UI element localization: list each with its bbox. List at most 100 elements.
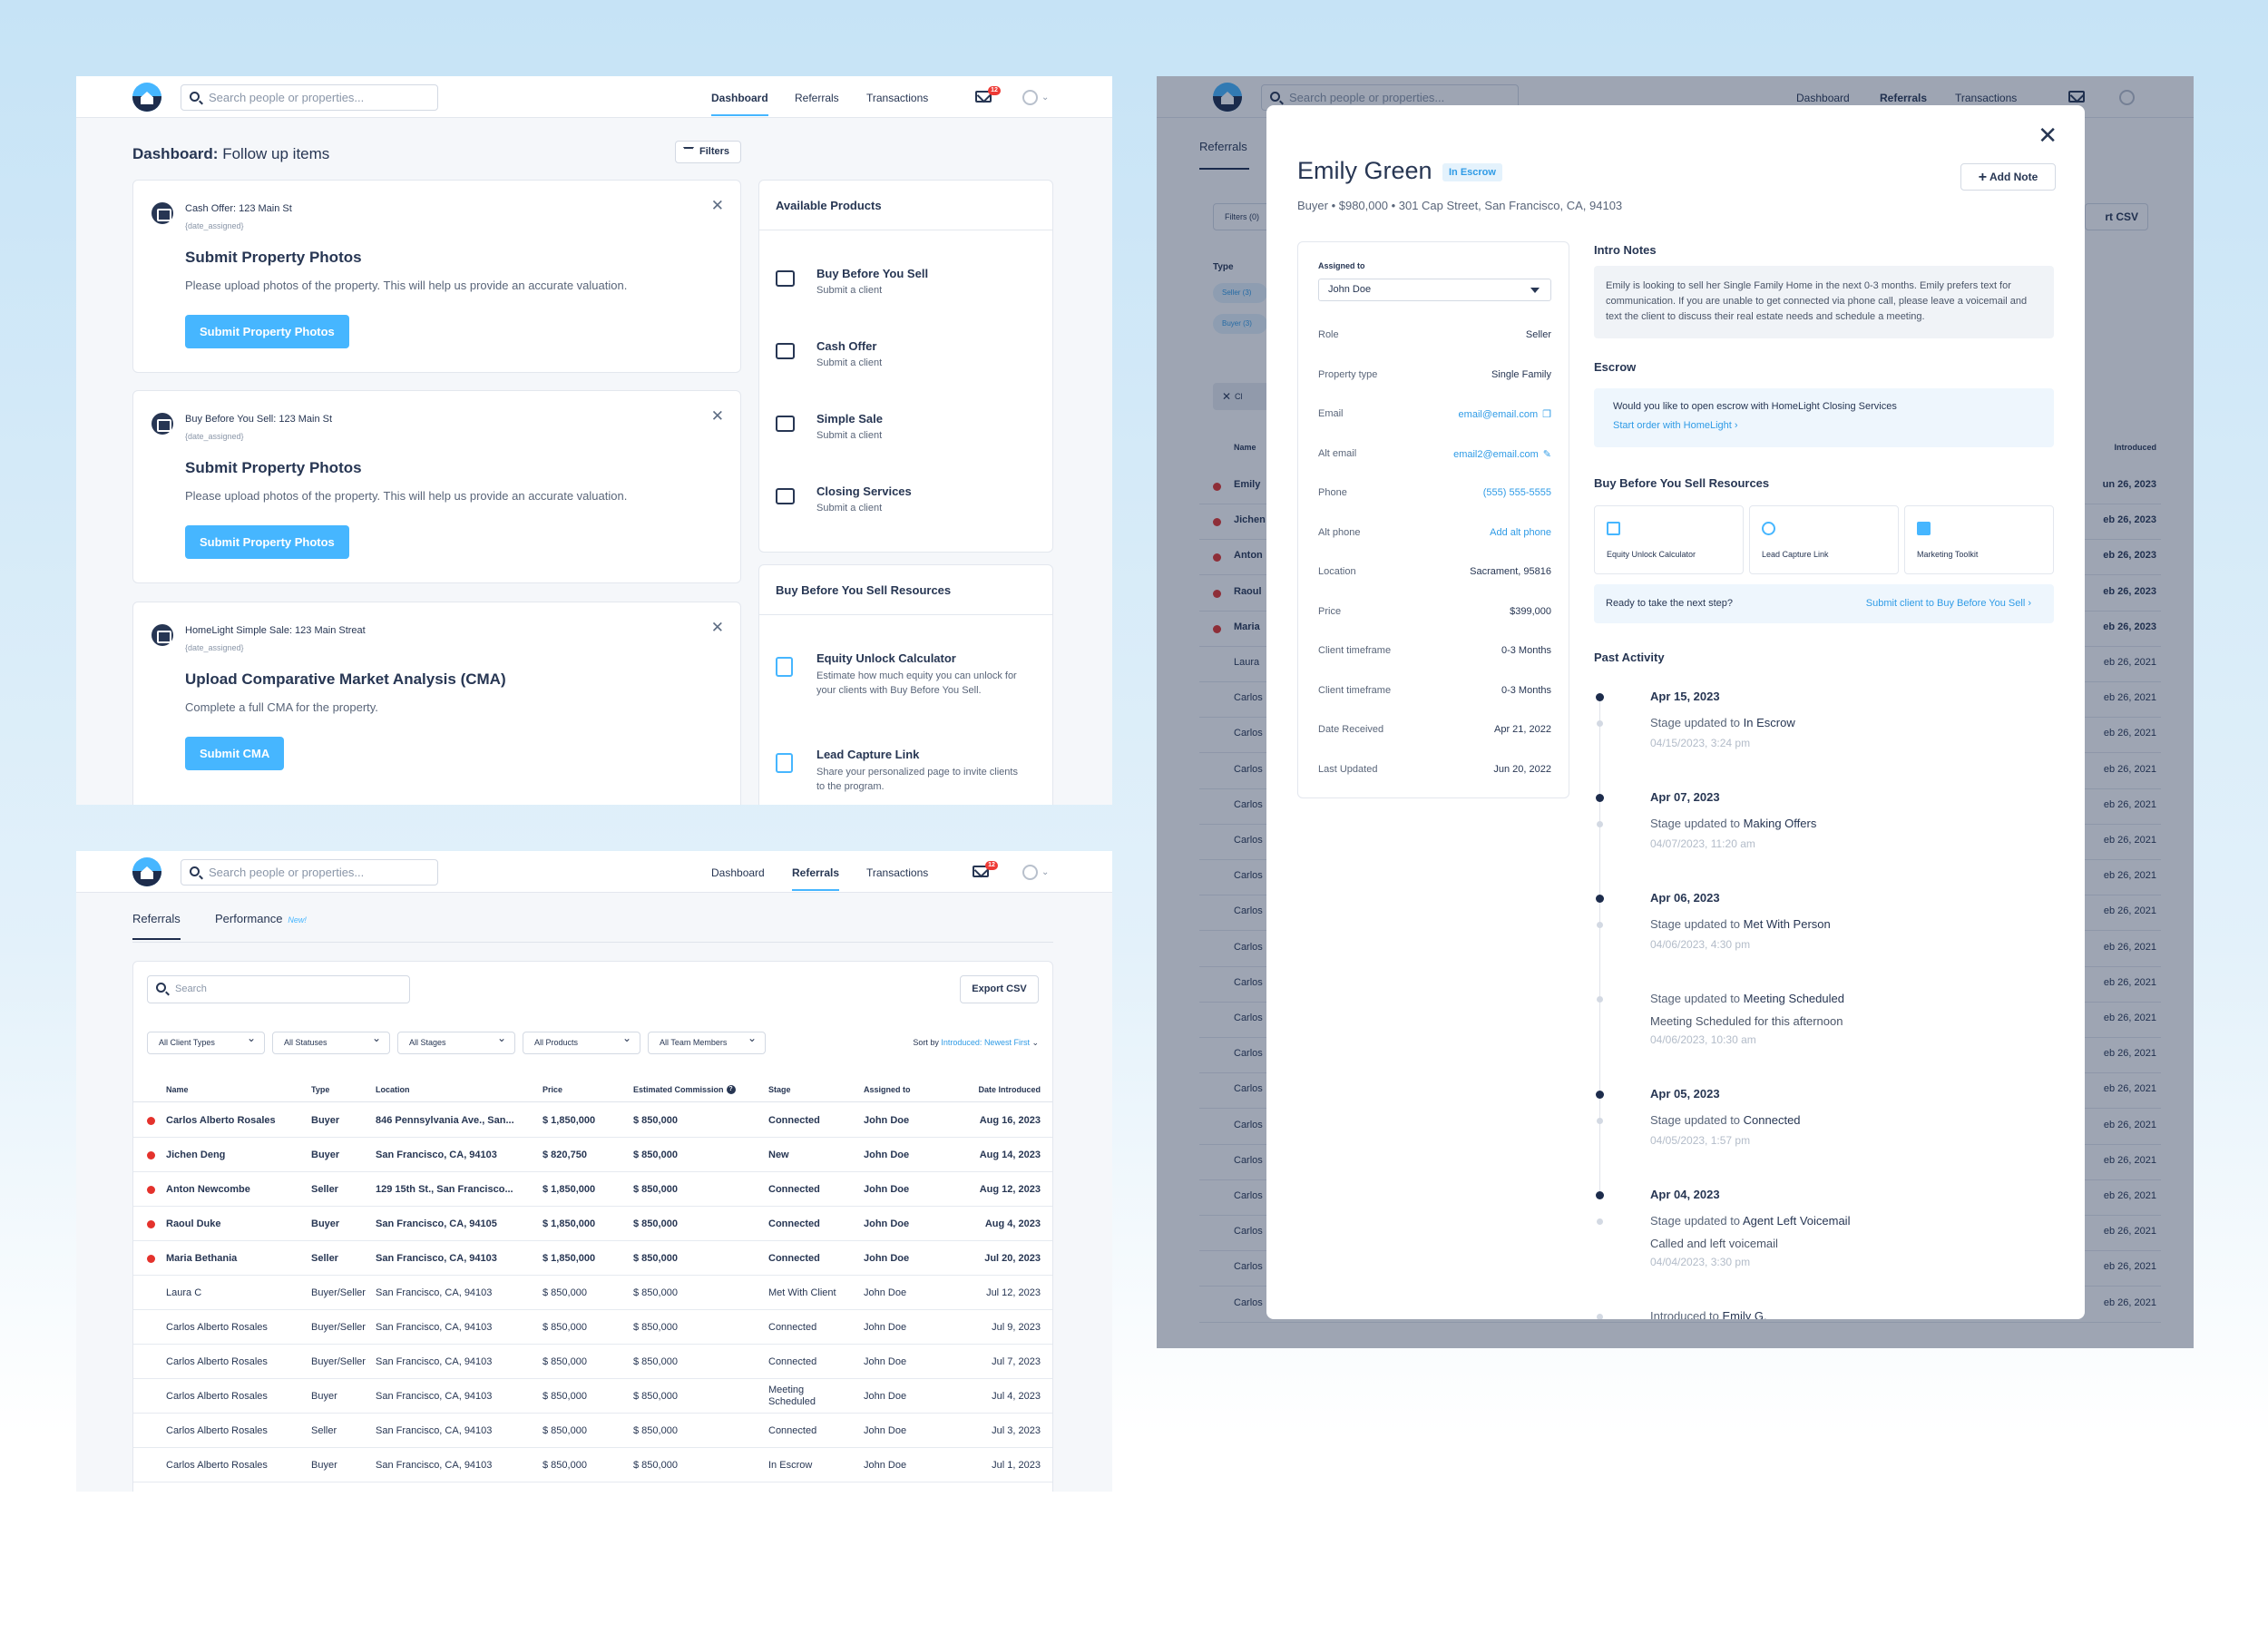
close-icon[interactable]: ✕	[710, 197, 724, 214]
field-value[interactable]: email2@email.com ✎	[1453, 448, 1551, 460]
chevron-down-icon[interactable]: ⌄	[1041, 867, 1050, 877]
cell-assigned: John Doe	[864, 1184, 910, 1195]
field-value-text: 0-3 Months	[1501, 645, 1551, 656]
field-value[interactable]: (555) 555-5555	[1483, 487, 1551, 498]
pencil-icon[interactable]: ✎	[1542, 448, 1551, 460]
copy-icon[interactable]: ❐	[1542, 409, 1551, 420]
field-value-text: Add alt phone	[1490, 526, 1551, 538]
nav-dashboard[interactable]: Dashboard	[711, 92, 768, 116]
nav-referrals[interactable]: Referrals	[795, 92, 839, 104]
table-row[interactable]: Carlos Alberto Rosales Buyer/Seller San Fr…	[133, 1310, 1052, 1345]
resource-lead-capture-link[interactable]: Lead Capture Link	[1749, 505, 1899, 574]
activity-stage: Stage updated to Meeting Scheduled	[1650, 992, 1844, 1005]
product-filter[interactable]: All Products	[523, 1028, 640, 1054]
nav-transactions[interactable]: Transactions	[866, 866, 929, 879]
tab-performance[interactable]: Performance New!	[215, 912, 307, 925]
mail-icon[interactable]: 12	[975, 86, 1001, 103]
nav-transactions[interactable]: Transactions	[866, 92, 929, 104]
cell-type: Seller	[311, 1425, 337, 1436]
seller-chip: Seller (3)	[1213, 283, 1267, 303]
row-name: Carlos	[1234, 1154, 1263, 1166]
cell-date: Jul 7, 2023	[992, 1356, 1041, 1367]
cell-date: Aug 12, 2023	[979, 1184, 1041, 1195]
field-value[interactable]: Add alt phone	[1490, 527, 1551, 538]
tab-referrals: Referrals	[1199, 140, 1247, 153]
table-row[interactable]: Laura C Buyer/Seller San Francisco, CA, 94…	[133, 1276, 1052, 1310]
homelight-logo-icon[interactable]	[132, 83, 161, 112]
table-row[interactable]: Carlos Alberto Rosales Seller San Francisc…	[133, 1414, 1052, 1448]
submit-photos-button[interactable]: Submit Property Photos	[185, 315, 349, 348]
tab-referrals[interactable]: Referrals	[132, 912, 181, 940]
search-input[interactable]: Search people or properties...	[181, 859, 438, 885]
stage-name: Meeting Scheduled	[1743, 992, 1844, 1005]
user-avatar-icon[interactable]	[1022, 90, 1038, 105]
submit-cma-button[interactable]: Submit CMA	[185, 737, 285, 770]
resource-equity-unlock-calculator[interactable]: Equity Unlock Calculator	[1594, 505, 1744, 574]
stage-prefix: Stage updated to	[1650, 992, 1741, 1005]
field-value[interactable]: email@email.com ❐	[1459, 408, 1551, 420]
assigned-select[interactable]: John Doe	[1318, 279, 1551, 301]
table-row[interactable]: Carlos Alberto Rosales Buyer San Francisco…	[133, 1448, 1052, 1482]
card-date: {date_assigned}	[185, 432, 244, 441]
submit-photos-button[interactable]: Submit Property Photos	[185, 525, 349, 559]
column-header[interactable]: Location	[376, 1085, 410, 1094]
card-heading: Upload Comparative Market Analysis (CMA)	[185, 670, 506, 688]
team-member-filter[interactable]: All Team Members	[648, 1028, 766, 1054]
homelight-logo-icon[interactable]	[132, 857, 161, 886]
cell-date: Aug 4, 2023	[984, 1218, 1041, 1229]
column-header[interactable]: Price	[543, 1085, 563, 1094]
column-header[interactable]: Assigned to	[864, 1085, 911, 1094]
table-row[interactable]: Maria Bethania Seller San Francisco, CA, 9…	[133, 1241, 1052, 1276]
follow-up-card: Buy Before You Sell: 123 Main St {date_a…	[132, 390, 741, 583]
column-header[interactable]: Type	[311, 1085, 330, 1094]
timeline-event-dot	[1597, 922, 1603, 928]
activity-time: 04/15/2023, 3:24 pm	[1650, 737, 1751, 749]
activity-date: Apr 04, 2023	[1650, 1188, 1720, 1201]
filters-button[interactable]: Filters	[675, 141, 741, 163]
table-row[interactable]: Raoul Duke Buyer San Francisco, CA, 94105 $…	[133, 1207, 1052, 1241]
row-name: Carlos	[1234, 798, 1263, 810]
nav-referrals[interactable]: Referrals	[792, 866, 840, 891]
mail-icon[interactable]: 12	[973, 861, 998, 877]
cell-location: San Francisco, CA, 94103	[376, 1150, 497, 1160]
table-row[interactable]: Carlos Alberto Rosales Buyer 846 Pennsylva…	[133, 1103, 1052, 1138]
cell-assigned: John Doe	[864, 1218, 910, 1229]
resources-heading: Buy Before You Sell Resources	[1594, 476, 1770, 490]
field-label: Property type	[1318, 368, 1378, 380]
column-header[interactable]: Stage	[768, 1085, 791, 1094]
resource-marketing-toolkit[interactable]: Marketing Toolkit	[1904, 505, 2054, 574]
info-icon[interactable]: ?	[726, 1085, 736, 1094]
column-header[interactable]: Date Introduced	[978, 1085, 1041, 1094]
user-avatar-icon[interactable]	[1022, 865, 1038, 880]
column-header[interactable]: Name	[166, 1085, 189, 1094]
table-row[interactable]: Carlos Alberto Rosales Buyer San Francisco…	[133, 1379, 1052, 1414]
panel-heading: Buy Before You Sell Resources	[759, 565, 1052, 615]
search-input[interactable]: Search people or properties...	[181, 84, 438, 111]
add-note-button[interactable]: + Add Note	[1960, 163, 2056, 191]
nav-dashboard[interactable]: Dashboard	[711, 866, 765, 879]
status-filter[interactable]: All Statuses	[272, 1028, 390, 1054]
export-csv-button[interactable]: Export CSV	[960, 975, 1039, 1003]
close-icon[interactable]: ✕	[710, 407, 724, 425]
table-row[interactable]: Carlos Alberto Rosales Buyer/Seller San Fr…	[133, 1345, 1052, 1379]
chevron-down-icon[interactable]: ⌄	[1041, 93, 1050, 103]
cell-location: San Francisco, CA, 94103	[376, 1391, 493, 1402]
close-icon[interactable]: ✕	[710, 619, 724, 636]
client-type-filter[interactable]: All Client Types	[147, 1028, 265, 1054]
stage-filter[interactable]: All Stages	[397, 1028, 515, 1054]
submit-client-link[interactable]: Submit client to Buy Before You Sell ›	[1865, 598, 2031, 609]
cell-location: San Francisco, CA, 94103	[376, 1287, 493, 1298]
row-name: Emily	[1234, 479, 1261, 490]
sort-dropdown[interactable]: Sort by Introduced: Newest First ⌄	[913, 1038, 1039, 1047]
table-row[interactable]: Jichen Deng Buyer San Francisco, CA, 94103…	[133, 1138, 1052, 1172]
close-icon[interactable]: ✕	[2038, 122, 2058, 149]
cell-type: Buyer	[311, 1218, 340, 1229]
past-activity-heading: Past Activity	[1594, 651, 1665, 664]
table-search-input[interactable]: Search	[147, 975, 410, 1003]
row-date: eb 26, 2021	[2103, 763, 2156, 775]
activity-time: 04/07/2023, 11:20 am	[1650, 837, 1755, 850]
table-row[interactable]: Anton Newcombe Seller 129 15th St., San Fr…	[133, 1172, 1052, 1207]
column-header[interactable]: Estimated Commission?	[633, 1085, 736, 1094]
start-order-link[interactable]: Start order with HomeLight ›	[1613, 420, 1738, 431]
cell-location: San Francisco, CA, 94103	[376, 1356, 493, 1367]
